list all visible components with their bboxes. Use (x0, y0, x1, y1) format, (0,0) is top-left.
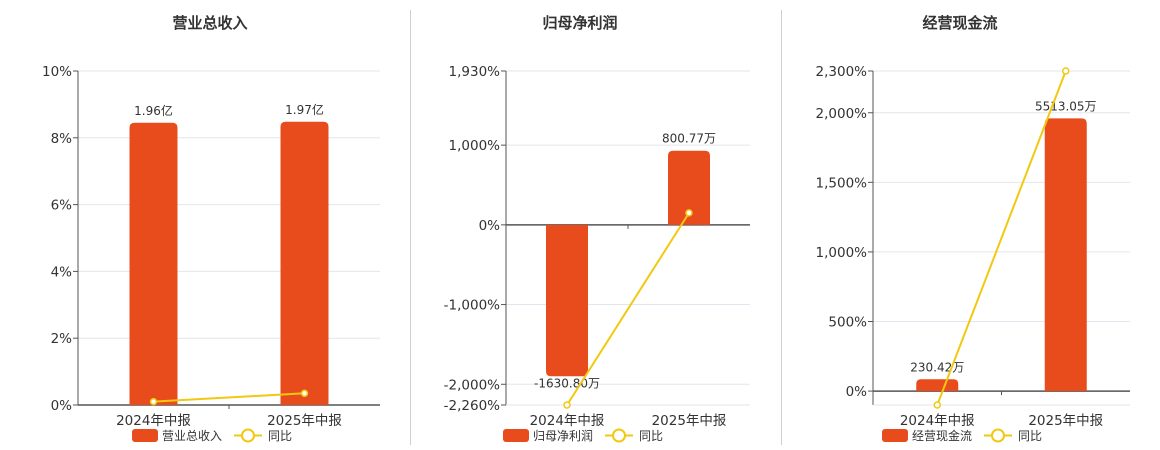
bar-data-label: 800.77万 (662, 132, 716, 146)
net-profit-chart: 归母净利润 -2,260% -2,000% -1,000% 0% 1,000% 1,930%… (444, 14, 750, 443)
bar-data-label: 1.97亿 (285, 102, 324, 117)
x-tick-label: 2024年中报 (900, 413, 975, 429)
divider (781, 10, 782, 445)
y-tick-label: 2% (51, 331, 73, 347)
bar-data-label: 5513.05万 (1035, 99, 1097, 113)
y-tick-label: 4% (51, 264, 73, 280)
yoy-point (563, 401, 571, 409)
revenue-chart: 营业总收入 0% 2% 4% 6% 8% 10% 2024年中报 2025年中报 1.96亿 1.9… (42, 14, 380, 443)
yoy-point (685, 209, 693, 217)
bar-data-label: -1630.80万 (534, 376, 600, 390)
bar (280, 121, 329, 405)
y-tick-label: 0% (479, 218, 501, 234)
bar (668, 150, 710, 225)
y-tick-label: 6% (51, 198, 73, 214)
x-tick-label: 2024年中报 (530, 413, 605, 429)
y-tick-label: 500% (828, 315, 867, 331)
bar (546, 224, 588, 377)
legend: 经营现金流 同比 (882, 428, 1042, 443)
y-tick-label: 10% (42, 64, 72, 80)
bar-data-label: 1.96亿 (134, 103, 173, 118)
legend-line-label: 同比 (1018, 429, 1042, 443)
yoy-point (149, 397, 158, 406)
legend-bar-swatch (132, 429, 158, 442)
cash-flow-chart: 经营现金流 0% 500% 1,000% 1,500% 2,000% 2,300% 2024年… (816, 14, 1130, 443)
legend-bar-label: 归母净利润 (533, 429, 593, 443)
chart-title: 归母净利润 (542, 14, 617, 32)
y-tick-label: 2,300% (816, 64, 868, 80)
x-tick-label: 2025年中报 (1028, 413, 1103, 429)
legend-bar-label: 经营现金流 (912, 428, 972, 443)
y-tick-label: -1,000% (444, 298, 501, 314)
yoy-line (936, 70, 1067, 406)
bar (1044, 118, 1087, 392)
y-tick-label: 0% (846, 384, 868, 400)
y-tick-label: -2,260% (444, 398, 501, 414)
yoy-line (153, 392, 305, 403)
y-tick-label: -2,000% (444, 377, 501, 393)
yoy-point (933, 401, 941, 409)
divider (410, 10, 411, 445)
bar (916, 379, 959, 392)
yoy-line (566, 212, 690, 406)
bar-data-label: 230.42万 (910, 360, 964, 374)
y-tick-label: 2,000% (816, 106, 868, 122)
x-tick-label: 2025年中报 (267, 413, 342, 429)
chart-title: 经营现金流 (922, 14, 997, 32)
legend: 营业总收入 同比 (132, 428, 292, 443)
legend-line-marker (612, 428, 626, 443)
legend-line-label: 同比 (639, 429, 663, 443)
legend-line-marker (991, 428, 1005, 443)
legend-line-marker (241, 428, 255, 443)
y-tick-label: 1,000% (449, 138, 501, 154)
x-tick-label: 2025年中报 (652, 413, 727, 429)
legend-bar-swatch (503, 429, 529, 442)
chart-title: 营业总收入 (172, 14, 247, 32)
legend-bar-label: 营业总收入 (162, 429, 222, 443)
legend: 归母净利润 同比 (503, 428, 663, 443)
y-tick-label: 1,500% (816, 175, 868, 191)
y-tick-label: 1,930% (449, 64, 501, 80)
y-tick-label: 0% (51, 398, 73, 414)
legend-line-label: 同比 (268, 429, 292, 443)
x-tick-label: 2024年中报 (116, 413, 191, 429)
y-tick-label: 8% (51, 131, 73, 147)
y-tick-label: 1,000% (816, 245, 868, 261)
legend-bar-swatch (882, 429, 908, 442)
yoy-point (1062, 67, 1070, 75)
bar (129, 122, 178, 406)
yoy-point (300, 389, 309, 398)
